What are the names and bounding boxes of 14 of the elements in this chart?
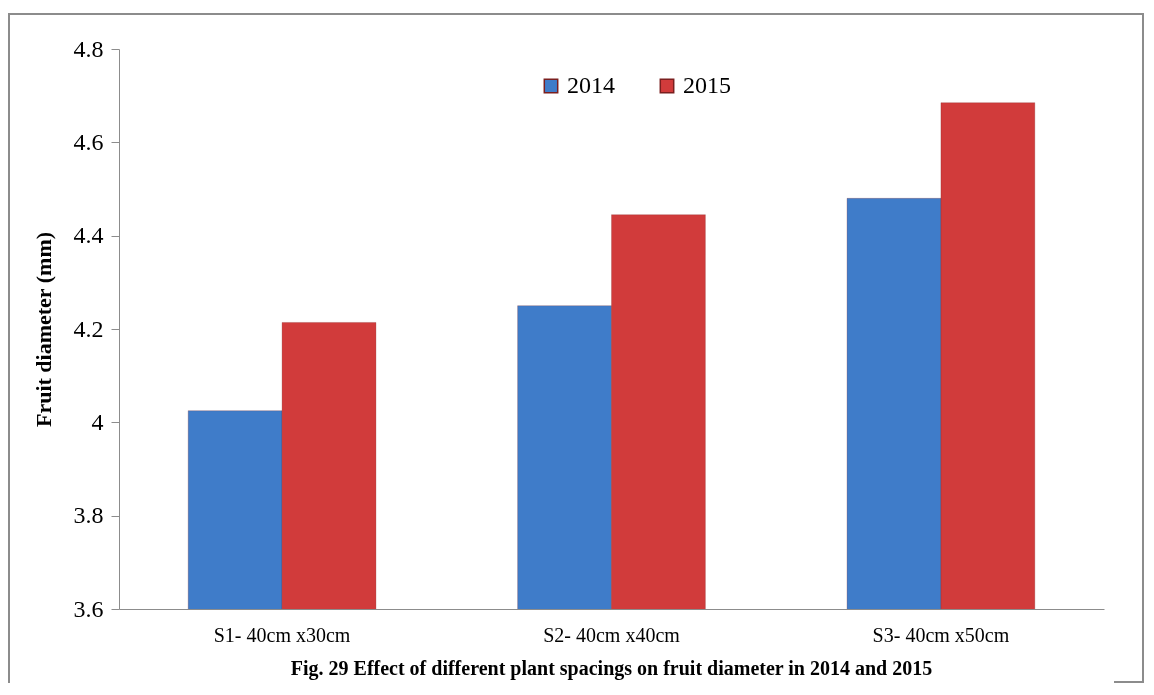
y-tick-label: 3.8 [73,502,104,529]
y-tick-label: 4 [91,408,104,435]
legend-label: 2014 [567,72,615,98]
legend-label: 2015 [683,72,731,98]
y-axis-title: Fruit diameter (mm) [30,231,56,428]
y-tick-label: 4.2 [73,315,104,342]
y-tick-label: 4.6 [73,128,104,155]
y-tick-label: 4.4 [73,222,104,249]
y-tick-label: 4.8 [73,35,104,62]
x-tick-label: S1- 40cm x30cm [213,623,351,646]
x-tick-label: S2- 40cm x40cm [543,623,681,646]
x-tick-label: S3- 40cm x50cm [872,623,1010,646]
text: Fig. 29 Effect of different plant spacings on fruit diameter in 2014 and 2015 [290,657,933,680]
y-tick-label: 3.6 [73,595,104,622]
